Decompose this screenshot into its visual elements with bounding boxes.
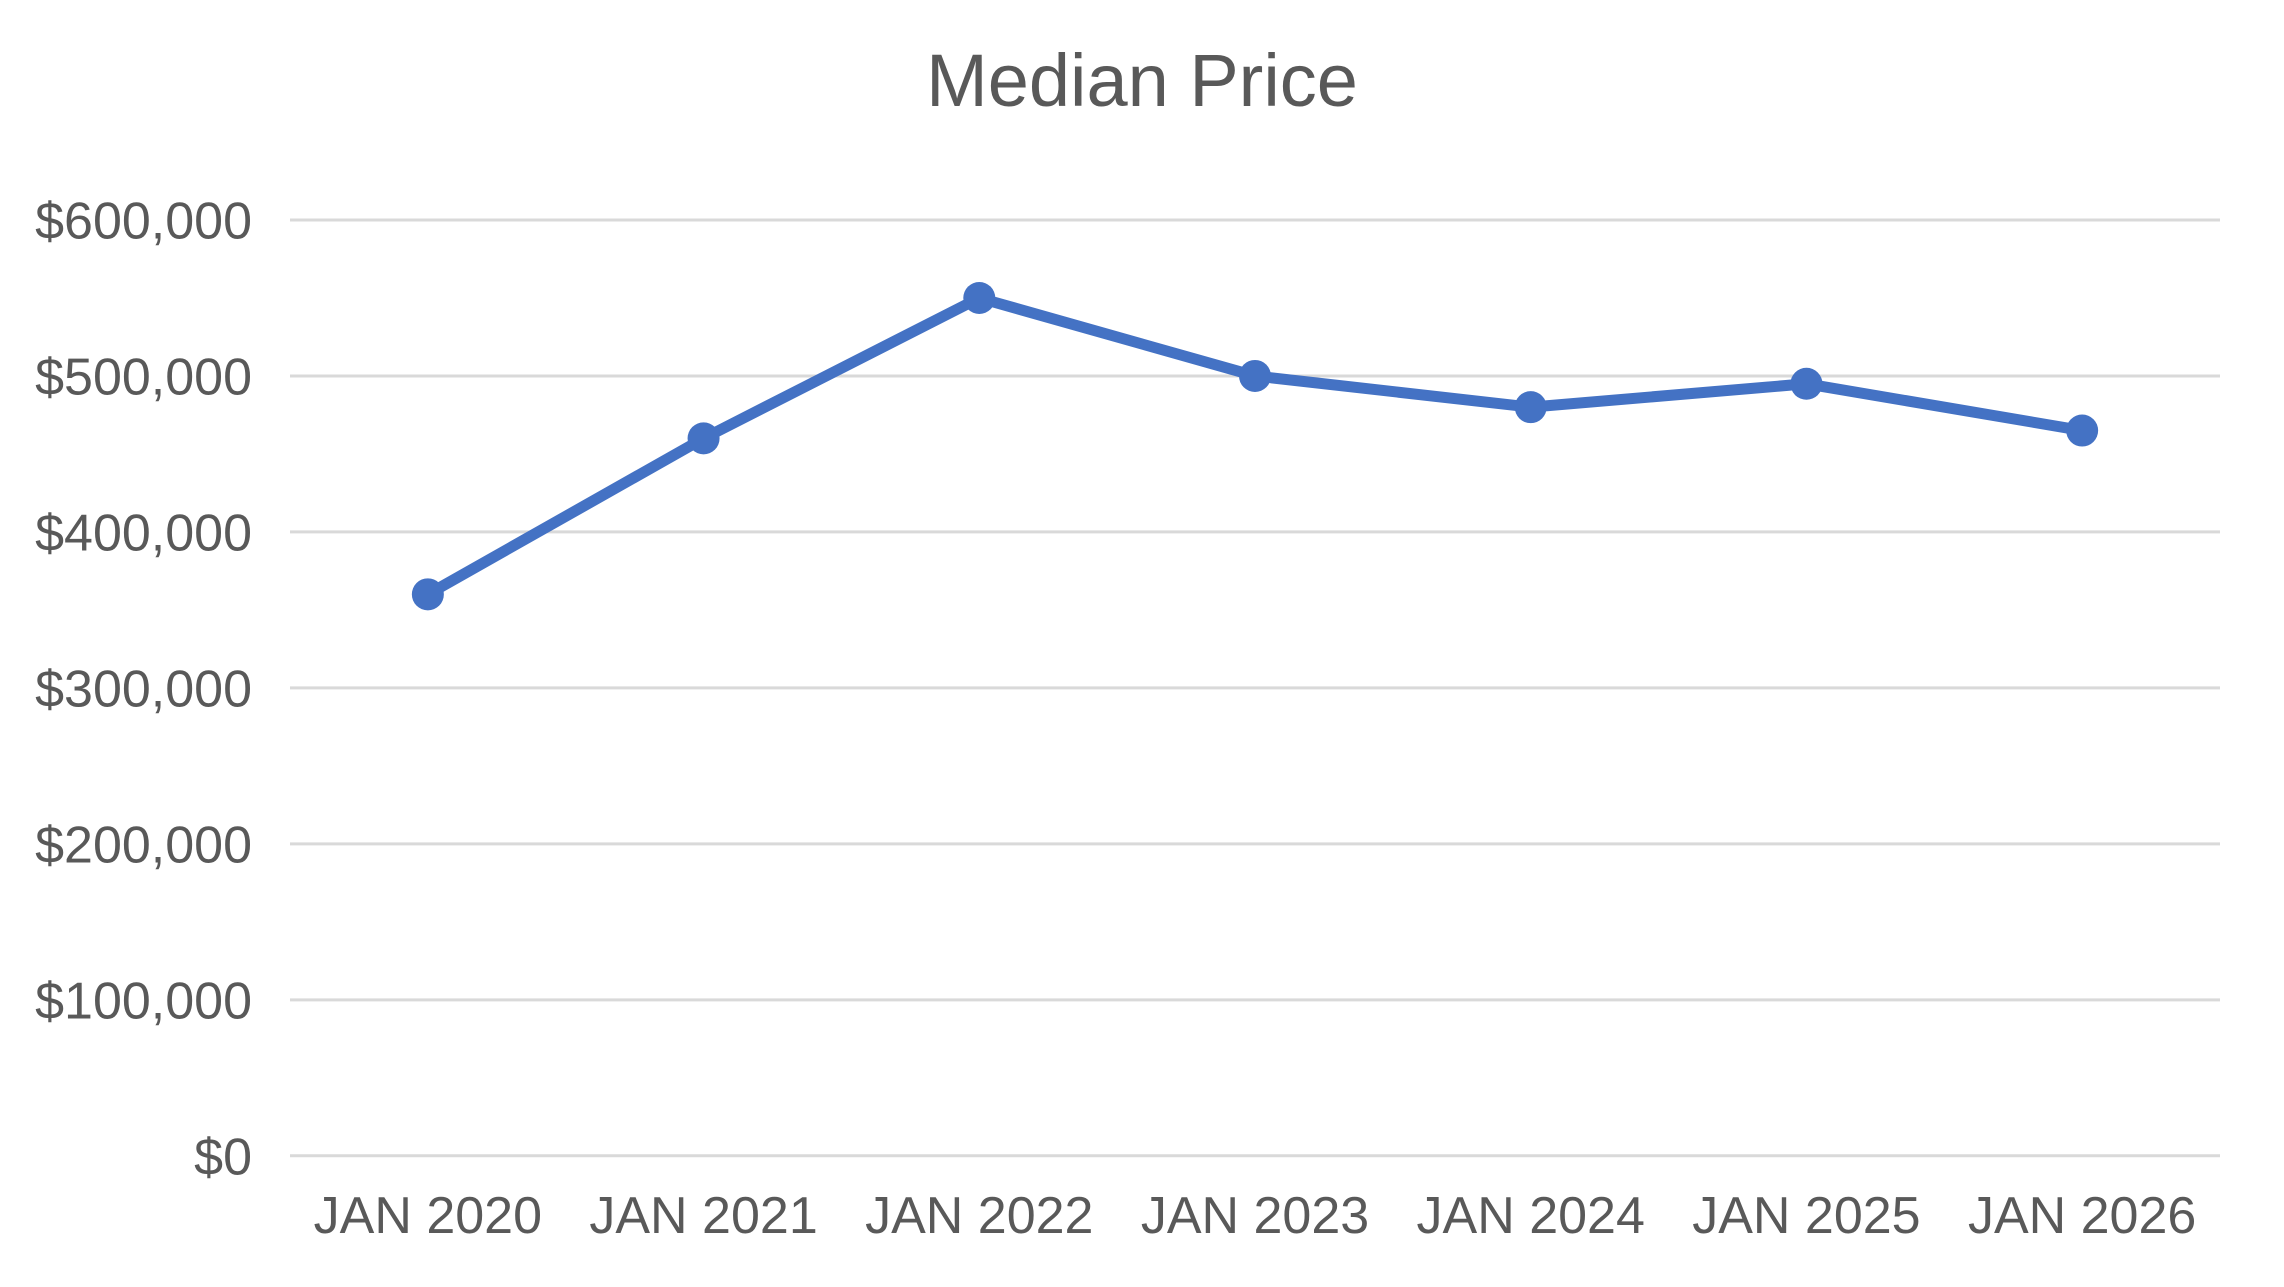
x-category-label: JAN 2023 bbox=[1141, 1187, 1369, 1245]
data-point-marker bbox=[963, 281, 996, 314]
y-tick-label: $400,000 bbox=[35, 505, 252, 563]
data-point-marker bbox=[2066, 414, 2099, 447]
x-category-label: JAN 2022 bbox=[865, 1187, 1093, 1245]
y-tick-label: $500,000 bbox=[35, 349, 252, 407]
x-category-label: JAN 2025 bbox=[1692, 1187, 1920, 1245]
data-point-marker bbox=[1514, 391, 1547, 424]
x-category-label: JAN 2020 bbox=[314, 1187, 542, 1245]
data-point-marker bbox=[1239, 359, 1271, 392]
chart-title: Median Price bbox=[926, 39, 1358, 122]
data-point-marker bbox=[687, 422, 720, 455]
y-tick-label: $300,000 bbox=[35, 661, 252, 719]
y-tick-label: $600,000 bbox=[35, 193, 252, 251]
x-category-label: JAN 2024 bbox=[1417, 1187, 1645, 1245]
data-point-marker bbox=[1790, 367, 1823, 400]
y-tick-label: $200,000 bbox=[35, 817, 252, 875]
x-category-label: JAN 2021 bbox=[589, 1187, 817, 1245]
series-line bbox=[422, 292, 2088, 600]
data-point-marker bbox=[411, 578, 444, 611]
y-tick-label: $0 bbox=[194, 1129, 252, 1187]
x-category-label: JAN 2026 bbox=[1968, 1187, 2196, 1245]
y-tick-label: $100,000 bbox=[35, 973, 252, 1031]
